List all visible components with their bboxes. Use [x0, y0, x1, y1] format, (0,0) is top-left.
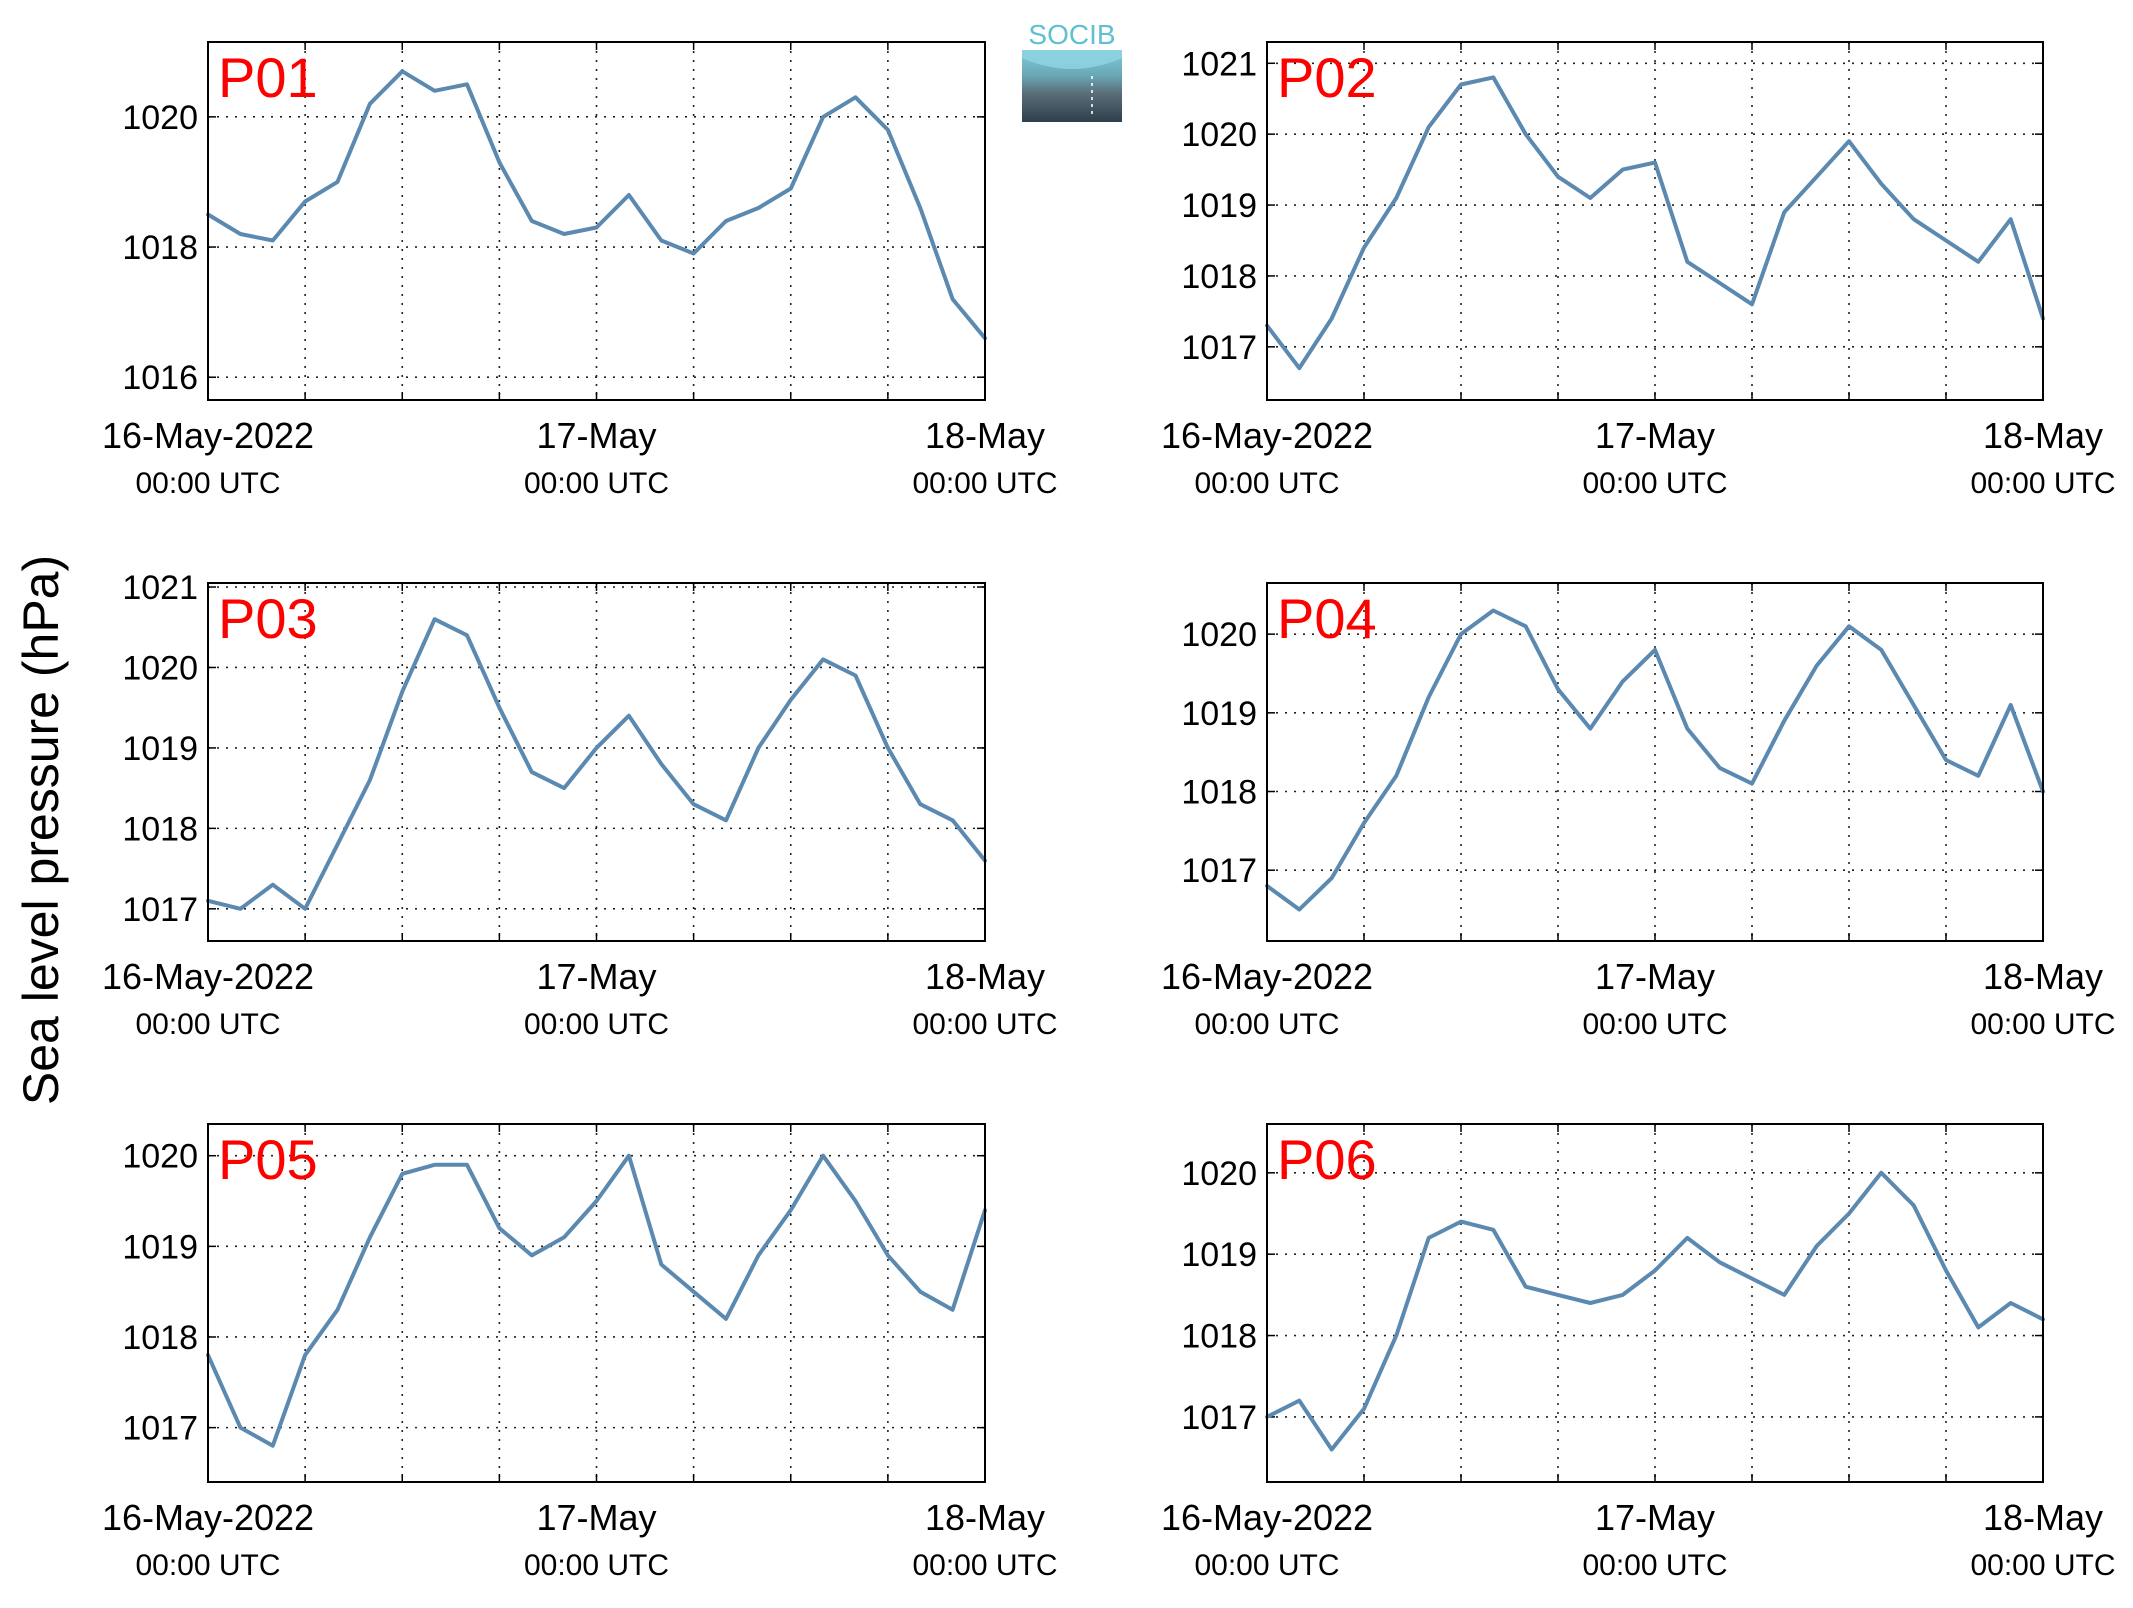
x-tick-sublabel: 00:00 UTC — [912, 1549, 1057, 1582]
x-tick-label: 17-May — [536, 956, 656, 997]
x-tick-sublabel: 00:00 UTC — [524, 1008, 669, 1041]
panel-title: P01 — [218, 46, 318, 109]
panel-title: P02 — [1277, 46, 1377, 109]
y-tick-label: 1019 — [122, 730, 198, 768]
plot-frame — [1266, 582, 2044, 942]
series-line — [1265, 75, 2045, 371]
y-tick-label: 1019 — [1181, 187, 1257, 225]
y-tick-label: 1016 — [122, 359, 198, 397]
panel-title: P03 — [218, 587, 318, 650]
x-tick-sublabel: 00:00 UTC — [1194, 1549, 1339, 1582]
x-tick-sublabel: 00:00 UTC — [135, 1549, 280, 1582]
panel-title: P05 — [218, 1128, 318, 1191]
x-tick-label: 16-May-2022 — [102, 956, 314, 997]
y-tick-label: 1018 — [122, 229, 198, 267]
x-tick-sublabel: 00:00 UTC — [1194, 1008, 1339, 1041]
y-tick-label: 1018 — [122, 1319, 198, 1357]
panel-title: P06 — [1277, 1128, 1377, 1191]
series-line — [206, 69, 987, 341]
y-tick-label: 1021 — [1181, 45, 1257, 83]
x-tick-sublabel: 00:00 UTC — [912, 1008, 1057, 1041]
x-tick-label: 18-May — [1983, 415, 2103, 456]
x-tick-label: 18-May — [1983, 956, 2103, 997]
y-tick-label: 1018 — [122, 810, 198, 848]
x-tick-label: 16-May-2022 — [1161, 956, 1373, 997]
y-tick-label: 1017 — [122, 891, 198, 929]
y-tick-label: 1020 — [122, 649, 198, 687]
panel-title: P04 — [1277, 587, 1377, 650]
socib-logo-text: SOCIB — [1028, 19, 1115, 50]
x-tick-label: 17-May — [1595, 1497, 1715, 1538]
x-tick-label: 16-May-2022 — [1161, 415, 1373, 456]
x-tick-sublabel: 00:00 UTC — [1582, 467, 1727, 500]
y-tick-label: 1017 — [1181, 1399, 1257, 1437]
x-tick-sublabel: 00:00 UTC — [135, 1008, 280, 1041]
y-tick-label: 1017 — [1181, 329, 1257, 367]
x-tick-sublabel: 00:00 UTC — [524, 467, 669, 500]
series-line — [206, 617, 987, 911]
plot-frame — [1266, 1123, 2044, 1483]
chart-panel-2: 1017 1018 1019 1020 1021 P02 16-May-2022 00:00 … — [1161, 41, 2116, 500]
y-tick-label: 1017 — [1181, 852, 1257, 890]
socib-logo: SOCIB — [1022, 19, 1122, 122]
y-tick-label: 1018 — [1181, 258, 1257, 296]
chart-panel-3: 1017 1018 1019 1020 1021 P03 16-May-2022 00:00 … — [102, 569, 1058, 1041]
y-tick-label: 1020 — [1181, 116, 1257, 154]
x-tick-sublabel: 00:00 UTC — [1970, 1549, 2115, 1582]
y-tick-label: 1019 — [1181, 695, 1257, 733]
x-tick-label: 17-May — [536, 415, 656, 456]
x-tick-label: 18-May — [925, 415, 1045, 456]
x-tick-label: 17-May — [1595, 415, 1715, 456]
y-tick-label: 1020 — [122, 99, 198, 137]
y-tick-label: 1021 — [122, 569, 198, 607]
x-tick-label: 16-May-2022 — [102, 1497, 314, 1538]
chart-panel-4: 1017 1018 1019 1020 P04 16-May-2022 00:00 UTC 1… — [1161, 582, 2116, 1041]
series-line — [1265, 1170, 2045, 1452]
chart-panel-5: 1017 1018 1019 1020 P05 16-May-2022 00:00 UTC 1… — [102, 1123, 1058, 1582]
x-tick-label: 17-May — [536, 1497, 656, 1538]
x-tick-sublabel: 00:00 UTC — [1970, 1008, 2115, 1041]
x-tick-label: 16-May-2022 — [1161, 1497, 1373, 1538]
y-tick-label: 1020 — [122, 1138, 198, 1176]
plot-frame — [1266, 41, 2044, 401]
plot-frame — [207, 582, 986, 942]
x-tick-sublabel: 00:00 UTC — [1582, 1008, 1727, 1041]
x-tick-label: 18-May — [1983, 1497, 2103, 1538]
x-tick-label: 18-May — [925, 956, 1045, 997]
x-tick-sublabel: 00:00 UTC — [1194, 467, 1339, 500]
x-tick-label: 18-May — [925, 1497, 1045, 1538]
plot-frame — [207, 41, 986, 401]
y-tick-label: 1020 — [1181, 1155, 1257, 1193]
x-tick-sublabel: 00:00 UTC — [1970, 467, 2115, 500]
x-tick-sublabel: 00:00 UTC — [912, 467, 1057, 500]
chart-panel-6: 1017 1018 1019 1020 P06 16-May-2022 00:00 UTC 1… — [1161, 1123, 2116, 1582]
x-tick-sublabel: 00:00 UTC — [524, 1549, 669, 1582]
series-line — [1265, 608, 2045, 912]
y-tick-label: 1017 — [122, 1410, 198, 1448]
series-line — [206, 1153, 987, 1448]
x-tick-label: 17-May — [1595, 956, 1715, 997]
y-tick-label: 1019 — [122, 1228, 198, 1266]
x-tick-sublabel: 00:00 UTC — [1582, 1549, 1727, 1582]
y-tick-label: 1020 — [1181, 616, 1257, 654]
chart-panel-1: 1016 1018 1020 P01 16-May-2022 00:00 UTC 17-Ma… — [102, 41, 1058, 500]
y-tick-label: 1018 — [1181, 1318, 1257, 1356]
y-tick-label: 1019 — [1181, 1236, 1257, 1274]
x-tick-sublabel: 00:00 UTC — [135, 467, 280, 500]
x-tick-label: 16-May-2022 — [102, 415, 314, 456]
y-tick-label: 1018 — [1181, 774, 1257, 812]
plot-frame — [207, 1123, 986, 1483]
